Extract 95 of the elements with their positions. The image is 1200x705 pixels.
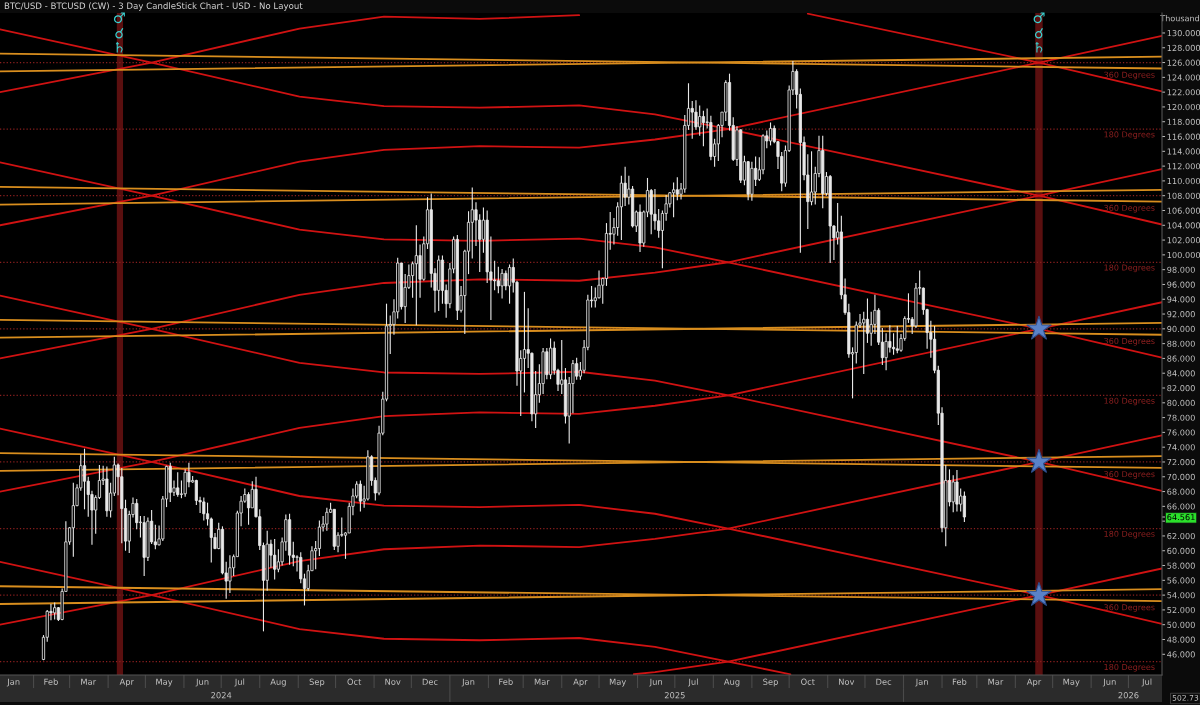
- y-tick-label: 72.000: [1167, 459, 1195, 466]
- y-tick-label: 122.000: [1167, 89, 1200, 96]
- x-tick-label: Feb: [499, 678, 513, 685]
- x-tick-label: Dec: [876, 678, 892, 685]
- y-tick-label: 116.000: [1167, 133, 1200, 140]
- y-tick-label: 84.000: [1167, 370, 1195, 377]
- x-tick-label: Apr: [119, 678, 134, 687]
- ref-line-label: 180 Degrees: [1104, 131, 1155, 140]
- y-tick-label: 54.000: [1167, 592, 1195, 599]
- ref-line-label: 360 Degrees: [1104, 471, 1155, 479]
- y-tick-label: 48.000: [1167, 636, 1195, 643]
- y-tick-label: 96.000: [1167, 281, 1195, 288]
- x-tick-label: Jul: [234, 678, 245, 687]
- ref-line-label: 360 Degrees: [1104, 204, 1155, 213]
- x-tick-label: Jun: [1102, 678, 1116, 687]
- y-tick-label: 106.000: [1167, 207, 1200, 214]
- ref-line-label: 180 Degrees: [1104, 530, 1155, 539]
- x2-tick-label: 2026: [1118, 692, 1139, 699]
- x-tick-label: Jan: [915, 678, 928, 687]
- x-tick-label: May: [1063, 678, 1080, 687]
- y-tick-label: 56.000: [1167, 577, 1195, 584]
- y-tick-label: 126.000: [1167, 59, 1200, 66]
- y-tick-label: 94.000: [1167, 296, 1195, 303]
- y-tick-label: 98.000: [1167, 266, 1195, 273]
- y-tick-label: 124.000: [1167, 74, 1200, 81]
- x-tick-label: Nov: [839, 678, 855, 685]
- ref-line-label: 180 Degrees: [1104, 264, 1155, 273]
- x-tick-label: Feb: [44, 678, 58, 685]
- y-tick-label: 88.000: [1167, 340, 1195, 347]
- x-tick-label: Aug: [723, 678, 740, 687]
- x-tick-label: Jul: [1141, 678, 1152, 687]
- x-tick-label: Dec: [422, 678, 438, 685]
- y-tick-label: 66.000: [1167, 503, 1195, 510]
- annotation: ♄: [115, 41, 123, 53]
- y-tick-label: 114.000: [1167, 148, 1200, 155]
- y-tick-label: 50.000: [1167, 621, 1195, 628]
- x-tick-label: Mar: [988, 678, 1004, 685]
- x-tick-label: May: [609, 678, 627, 687]
- annotation: ☌: [1034, 27, 1043, 39]
- x-tick-label: Feb: [952, 678, 967, 685]
- y-tick-label: 76.000: [1167, 429, 1195, 436]
- ref-line-label: 360 Degrees: [1104, 604, 1155, 612]
- x2-tick-label: 2024: [211, 692, 232, 699]
- annotation: ☌: [115, 27, 124, 39]
- y-tick-label: 46.000: [1167, 651, 1195, 658]
- x-tick-label: Jun: [649, 678, 662, 687]
- y-tick-label: 108.000: [1167, 192, 1200, 199]
- y-tick-label: 80.000: [1167, 399, 1195, 407]
- y-tick-label: 118.000: [1167, 118, 1200, 125]
- y-tick-label: 60.000: [1167, 547, 1195, 554]
- y-tick-label: 120.000: [1167, 103, 1200, 111]
- y-tick-label: 112.000: [1167, 163, 1200, 170]
- x-tick-label: Jun: [195, 678, 209, 687]
- annotation: ♄: [1035, 41, 1043, 53]
- x-tick-label: Sep: [763, 678, 778, 687]
- y-tick-label: 52.000: [1167, 606, 1195, 614]
- y-tick-label: 78.000: [1167, 414, 1195, 421]
- x-tick-label: Oct: [347, 678, 362, 685]
- y-tick-label: 104.000: [1167, 222, 1200, 229]
- x-tick-label: Aug: [270, 678, 286, 687]
- annotation: ♂: [113, 12, 125, 24]
- y-tick-label: 100.000: [1167, 251, 1200, 259]
- y-tick-label: 68.000: [1167, 488, 1195, 495]
- x-tick-label: Jan: [6, 678, 20, 687]
- y-tick-label: 86.000: [1167, 355, 1195, 362]
- chart-title: BTC/USD - BTCUSD (CW) - 3 Day CandleStick Chart - USD - No Layout: [4, 2, 303, 11]
- x-tick-label: Apr: [1026, 678, 1042, 687]
- y-tick-label: 70.000: [1167, 473, 1195, 480]
- x-tick-label: Oct: [801, 678, 815, 685]
- x-tick-label: Sep: [309, 678, 325, 687]
- y-tick-label: 74.000: [1167, 444, 1195, 451]
- y-tick-label: 130.000: [1167, 30, 1200, 37]
- y-tick-label: 102.000: [1167, 237, 1200, 244]
- y-tick-label: 64.561: [1167, 514, 1195, 521]
- ref-line-label: 360 Degrees: [1104, 71, 1155, 80]
- y-tick-label: 82.000: [1167, 385, 1195, 392]
- y-tick-label: 58.000: [1167, 562, 1195, 569]
- x2-tick-label: 2025: [664, 692, 685, 699]
- annotation: ♂: [1033, 12, 1045, 24]
- ref-line-label: 360 Degrees: [1104, 337, 1155, 346]
- x-tick-label: Mar: [81, 678, 97, 685]
- y-tick-label: 110.000: [1167, 177, 1200, 185]
- x-tick-label: May: [156, 678, 173, 687]
- y-tick-label: 92.000: [1167, 311, 1195, 318]
- x-tick-label: Jan: [461, 678, 475, 687]
- x-tick-label: Apr: [573, 678, 588, 687]
- y-tick-label: 128.000: [1167, 44, 1200, 51]
- y-axis-title: Thousand: [1160, 15, 1199, 22]
- x-tick-label: Mar: [534, 678, 550, 685]
- y-tick-label: 62.000: [1167, 532, 1195, 540]
- x-tick-label: Jul: [688, 678, 698, 687]
- y-tick-label: 90.000: [1167, 325, 1195, 333]
- ref-line-label: 180 Degrees: [1104, 397, 1155, 406]
- x-tick-label: Nov: [385, 678, 401, 685]
- ref-line-label: 180 Degrees: [1104, 663, 1155, 672]
